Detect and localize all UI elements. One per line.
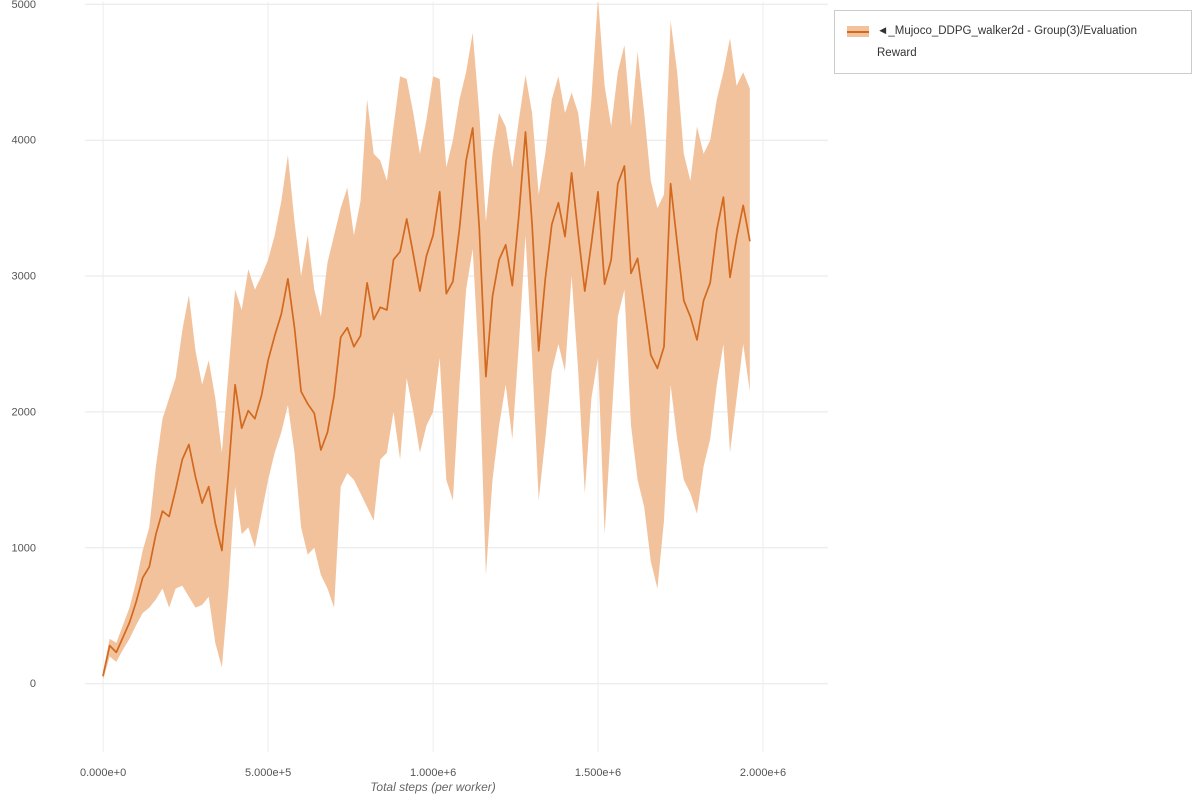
- x-tick-label: 5.000e+5: [245, 767, 291, 779]
- x-tick-label: 0.000e+0: [80, 767, 126, 779]
- legend-swatch: [847, 26, 869, 37]
- confidence-band: [103, 2, 750, 680]
- y-tick-label: 2000: [12, 406, 36, 418]
- legend-line-icon: [847, 30, 869, 33]
- series-group: [102, 2, 751, 680]
- x-tick-label: 2.000e+6: [740, 767, 786, 779]
- y-tick-label: 1000: [12, 542, 36, 554]
- legend-label: ◄_Mujoco_DDPG_walker2d - Group(3)/Evalua…: [877, 25, 1138, 59]
- legend[interactable]: ◄_Mujoco_DDPG_walker2d - Group(3)/Evalua…: [834, 10, 1192, 74]
- x-axis-title: Total steps (per worker): [370, 780, 496, 794]
- y-tick-label: 0: [30, 678, 36, 690]
- plot-area: Total steps (per worker) 0 1000 2000 3000 40…: [0, 0, 840, 798]
- y-tick-label: 3000: [12, 271, 36, 283]
- x-tick-label: 1.500e+6: [575, 767, 621, 779]
- mean-line: [102, 127, 751, 677]
- y-tick-label: 4000: [12, 135, 36, 147]
- line-chart[interactable]: Total steps (per worker) 0 1000 2000 3000 40…: [0, 0, 840, 798]
- y-tick-label: 5000: [12, 0, 36, 11]
- x-tick-label: 1.000e+6: [410, 767, 456, 779]
